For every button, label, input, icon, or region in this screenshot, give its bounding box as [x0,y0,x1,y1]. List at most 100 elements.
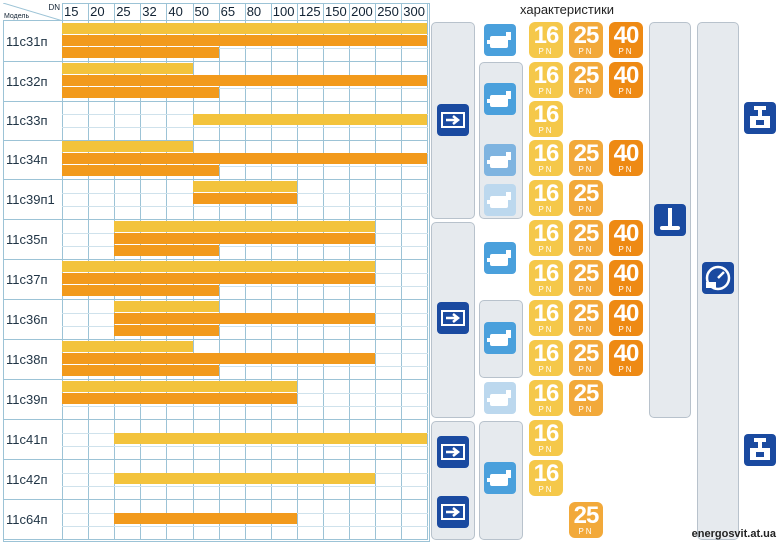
pn-label: PN [618,47,634,56]
pn-value: 25 [573,140,600,167]
grid-hline [3,339,428,340]
pn-label: PN [538,285,554,294]
pn-badge-16: 16 PN [529,380,563,416]
actuator-icon [484,24,516,56]
pn-badge-25: 25 PN [569,380,603,416]
grid-hline [3,20,428,21]
model-name: 11с32п [6,74,48,89]
dn-size-label: 300 [403,4,425,19]
model-name: 11с35п [6,232,48,247]
dn-size-label: 125 [298,4,321,19]
dn-range-bar [114,233,376,244]
grid-subline [62,406,428,407]
pn-label: PN [578,365,594,374]
grid-hline [3,101,428,102]
pn-label: PN [538,47,554,56]
header-corner: DN Модель [3,3,63,21]
pn-value: 16 [533,140,560,167]
pn-label: PN [618,245,634,254]
model-name: 11с39п [6,392,48,407]
pn-value: 16 [533,180,560,207]
grid-hline [3,140,428,141]
pn-label: PN [578,47,594,56]
pn-value: 16 [533,101,560,128]
handwheel-icon [484,184,516,216]
pn-badge-25: 25 PN [569,220,603,256]
pn-value: 25 [573,502,600,529]
flow-direction-icon [437,302,469,334]
model-name: 11с34п [6,152,48,167]
model-name: 11с64п [6,512,48,527]
dn-range-bar [114,513,297,524]
pn-badge-16: 16 PN [529,101,563,137]
dn-size-label: 65 [220,4,236,19]
pn-badge-16: 16 PN [529,140,563,176]
pn-label: PN [578,205,594,214]
pn-label: PN [618,365,634,374]
pn-value: 40 [613,62,640,89]
pn-badge-40: 40 PN [609,220,643,256]
model-name: 11с31п [6,34,48,49]
pn-badge-25: 25 PN [569,22,603,58]
dn-range-bar [62,47,219,58]
dn-range-bar [62,75,428,86]
grid-subline [62,48,428,49]
pn-label: PN [538,126,554,135]
pn-label: PN [618,285,634,294]
dn-range-bar [114,433,428,444]
dn-range-bar [114,221,376,232]
grid-vline [401,3,403,540]
grid-hline [3,539,428,540]
pn-value: 25 [573,220,600,247]
pn-value: 40 [613,220,640,247]
dn-range-bar [62,273,376,284]
pn-value: 25 [573,260,600,287]
dn-range-bar [62,165,219,176]
characteristics-title: характеристики [520,2,615,17]
grid-subline [62,326,428,327]
watermark: energosvit.at.ua [691,528,776,540]
handwheel-icon [484,382,516,414]
dn-size-label: 32 [142,4,157,19]
pn-badge-25: 25 PN [569,260,603,296]
diagonal-divider [3,3,62,20]
dn-range-bar [114,325,219,336]
grid-hline [3,179,428,180]
actuator-icon [484,322,516,354]
dn-range-bar [62,141,193,152]
pn-value: 16 [533,460,560,487]
model-name: 11с41п [6,432,48,447]
dn-range-bar [114,473,376,484]
manual-operation-icon [654,204,686,236]
model-name: 11с37п [6,272,48,287]
flow-direction-icon [437,436,469,468]
pn-value: 40 [613,340,640,367]
dn-label: DN [48,3,60,12]
pn-badge-40: 40 PN [609,62,643,98]
pn-label: PN [538,205,554,214]
pn-label: PN [578,405,594,414]
pn-label: PN [618,325,634,334]
pn-badge-40: 40 PN [609,300,643,336]
grid-subline [62,127,428,128]
dn-range-bar [62,35,428,46]
pn-label: PN [538,165,554,174]
gate-valve-icon [744,102,776,134]
pn-badge-40: 40 PN [609,22,643,58]
grid-subline [62,88,428,89]
pn-value: 16 [533,260,560,287]
pn-value: 40 [613,22,640,49]
dn-size-label: 200 [351,4,373,19]
pn-label: PN [618,87,634,96]
pn-value: 25 [573,340,600,367]
grid-vline [375,3,377,540]
dn-size-label: 40 [168,4,183,19]
dn-range-bar [192,181,297,192]
dn-size-label: 100 [272,4,295,19]
grid-subline [62,246,428,247]
dn-range-bar [62,353,376,364]
actuator-icon [484,242,516,274]
pn-badge-25: 25 PN [569,140,603,176]
pn-badge-16: 16 PN [529,22,563,58]
